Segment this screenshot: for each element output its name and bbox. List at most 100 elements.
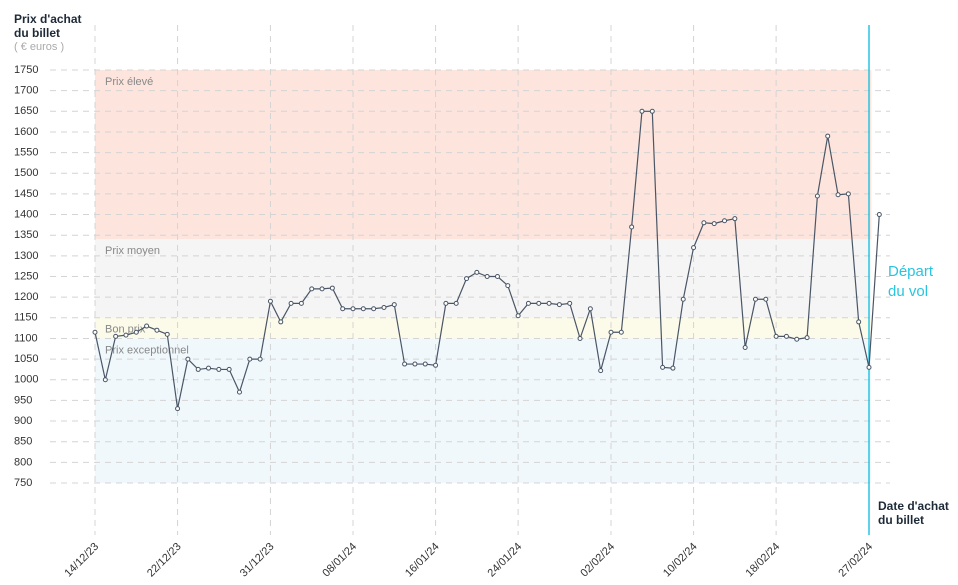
price-point bbox=[443, 300, 449, 306]
price-point bbox=[474, 269, 480, 275]
price-band bbox=[95, 338, 872, 483]
price-point bbox=[505, 283, 511, 289]
price-point bbox=[701, 220, 707, 226]
x-tick-label: 22/12/23 bbox=[145, 541, 184, 580]
price-point bbox=[536, 300, 542, 306]
price-point bbox=[587, 306, 593, 312]
price-point bbox=[154, 327, 160, 333]
price-point bbox=[340, 306, 346, 312]
price-point bbox=[216, 366, 222, 372]
price-point bbox=[350, 306, 356, 312]
price-point bbox=[381, 304, 387, 310]
price-point bbox=[742, 345, 748, 351]
y-tick-label: 1700 bbox=[14, 85, 38, 97]
price-band bbox=[95, 317, 872, 339]
price-point bbox=[226, 366, 232, 372]
price-point bbox=[618, 329, 624, 335]
price-point bbox=[360, 306, 366, 312]
price-point bbox=[866, 364, 872, 370]
price-point bbox=[660, 364, 666, 370]
x-tick-label: 24/01/24 bbox=[486, 541, 525, 580]
band-label: Prix moyen bbox=[105, 245, 160, 257]
price-point bbox=[412, 361, 418, 367]
price-point bbox=[732, 216, 738, 222]
price-point bbox=[525, 300, 531, 306]
price-point bbox=[422, 361, 428, 367]
y-axis-unit: ( € euros ) bbox=[14, 41, 65, 53]
y-tick-label: 1000 bbox=[14, 374, 38, 386]
price-point bbox=[453, 300, 459, 306]
y-tick-label: 950 bbox=[14, 394, 32, 406]
price-point bbox=[845, 191, 851, 197]
price-point bbox=[288, 300, 294, 306]
price-band bbox=[95, 70, 872, 240]
band-label: Prix exceptionnel bbox=[105, 344, 189, 356]
price-point bbox=[804, 335, 810, 341]
y-tick-label: 750 bbox=[14, 477, 32, 489]
x-tick-label: 14/12/23 bbox=[62, 541, 101, 580]
price-point bbox=[546, 300, 552, 306]
x-tick-label: 31/12/23 bbox=[238, 541, 277, 580]
price-point bbox=[608, 329, 614, 335]
price-point bbox=[123, 332, 129, 338]
price-point bbox=[825, 133, 831, 139]
price-point bbox=[206, 365, 212, 371]
y-axis-title: Prix d'achat du billet bbox=[14, 12, 82, 40]
price-point bbox=[598, 368, 604, 374]
price-point bbox=[856, 319, 862, 325]
price-point bbox=[794, 336, 800, 342]
departure-label: Départ du vol bbox=[888, 263, 934, 300]
price-point bbox=[763, 296, 769, 302]
price-point bbox=[835, 192, 841, 198]
price-point bbox=[329, 285, 335, 291]
price-point bbox=[133, 329, 139, 335]
price-point bbox=[309, 286, 315, 292]
price-point bbox=[257, 356, 263, 362]
y-tick-label: 1350 bbox=[14, 229, 38, 241]
price-point bbox=[433, 362, 439, 368]
y-tick-label: 1100 bbox=[14, 332, 38, 344]
price-point bbox=[556, 302, 562, 308]
x-tick-label: 16/01/24 bbox=[403, 541, 442, 580]
price-point bbox=[298, 300, 304, 306]
y-tick-label: 1200 bbox=[14, 291, 38, 303]
price-point bbox=[649, 108, 655, 114]
price-point bbox=[391, 302, 397, 308]
price-point bbox=[185, 356, 191, 362]
price-point bbox=[319, 286, 325, 292]
price-point bbox=[567, 300, 573, 306]
price-point bbox=[164, 331, 170, 337]
y-tick-label: 1150 bbox=[14, 312, 38, 324]
x-tick-label: 27/02/24 bbox=[836, 541, 875, 580]
x-axis-title: Date d'achat du billet bbox=[878, 499, 949, 527]
price-point bbox=[247, 356, 253, 362]
price-point bbox=[494, 274, 500, 279]
band-label: Prix élevé bbox=[105, 76, 153, 88]
price-point bbox=[92, 329, 98, 335]
y-tick-label: 1600 bbox=[14, 126, 38, 138]
x-tick-label: 02/02/24 bbox=[578, 541, 617, 580]
x-tick-label: 18/02/24 bbox=[744, 541, 783, 580]
price-point bbox=[195, 366, 201, 372]
price-point bbox=[783, 333, 789, 339]
price-point bbox=[278, 319, 284, 325]
y-tick-label: 1550 bbox=[14, 147, 38, 159]
y-tick-label: 1450 bbox=[14, 188, 38, 200]
y-tick-label: 1400 bbox=[14, 208, 38, 220]
price-point bbox=[402, 361, 408, 367]
y-tick-label: 1650 bbox=[14, 105, 38, 117]
price-point bbox=[113, 333, 119, 339]
price-point bbox=[876, 212, 882, 218]
x-tick-label: 08/01/24 bbox=[320, 541, 359, 580]
price-point bbox=[711, 221, 717, 227]
price-point bbox=[639, 108, 645, 114]
price-point bbox=[670, 365, 676, 371]
price-point bbox=[722, 218, 728, 224]
price-point bbox=[267, 298, 273, 304]
price-point bbox=[773, 333, 779, 339]
y-tick-label: 850 bbox=[14, 436, 32, 448]
price-point bbox=[371, 306, 377, 312]
x-tick-label: 10/02/24 bbox=[661, 541, 700, 580]
